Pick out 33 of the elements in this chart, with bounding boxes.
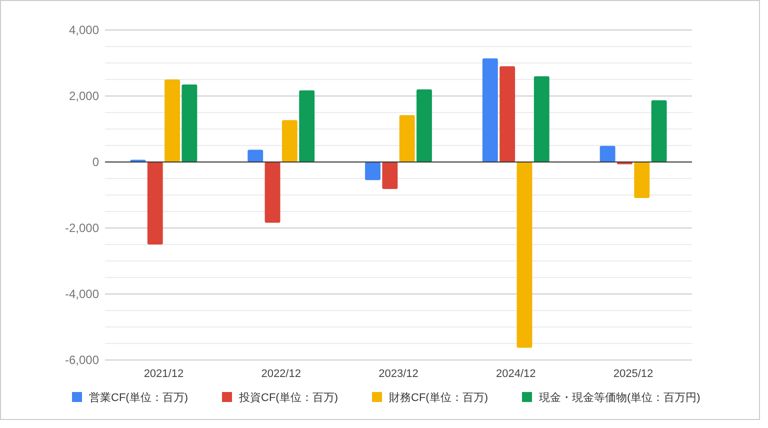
legend-label: 現金・現金等価物(単位：百万円) (539, 392, 700, 404)
y-tick-label: 4,000 (68, 23, 100, 38)
y-tick-label: -4,000 (64, 287, 100, 302)
bar (282, 120, 298, 162)
y-tick-label: 2,000 (68, 89, 100, 104)
bar (382, 162, 398, 190)
bar (500, 66, 516, 162)
bar (651, 100, 667, 162)
bar (416, 89, 432, 162)
y-tick-label: 0 (92, 155, 100, 170)
y-tick-label: -2,000 (64, 221, 100, 236)
bar (365, 162, 380, 180)
y-tick-label: -6,000 (64, 353, 100, 368)
bar (399, 115, 415, 162)
x-tick-label: 2021/12 (144, 368, 184, 380)
legend-label: 投資CF(単位：百万) (238, 392, 338, 404)
bar (634, 162, 650, 198)
bar (516, 162, 532, 348)
x-tick-label: 2023/12 (378, 368, 418, 380)
x-tick-label: 2025/12 (613, 368, 654, 380)
bar (600, 146, 616, 162)
x-tick-label: 2024/12 (496, 368, 536, 380)
legend-label: 営業CF(単位：百万) (89, 390, 188, 404)
bar (534, 76, 550, 162)
bar (164, 80, 180, 162)
bar (264, 162, 280, 223)
legend-label: 財務CF(単位：百万) (389, 392, 488, 404)
bar (182, 84, 198, 162)
bar (482, 58, 498, 162)
bar (299, 90, 315, 162)
bar (147, 162, 163, 244)
x-tick-label: 2022/12 (261, 368, 301, 380)
bar (248, 150, 264, 162)
